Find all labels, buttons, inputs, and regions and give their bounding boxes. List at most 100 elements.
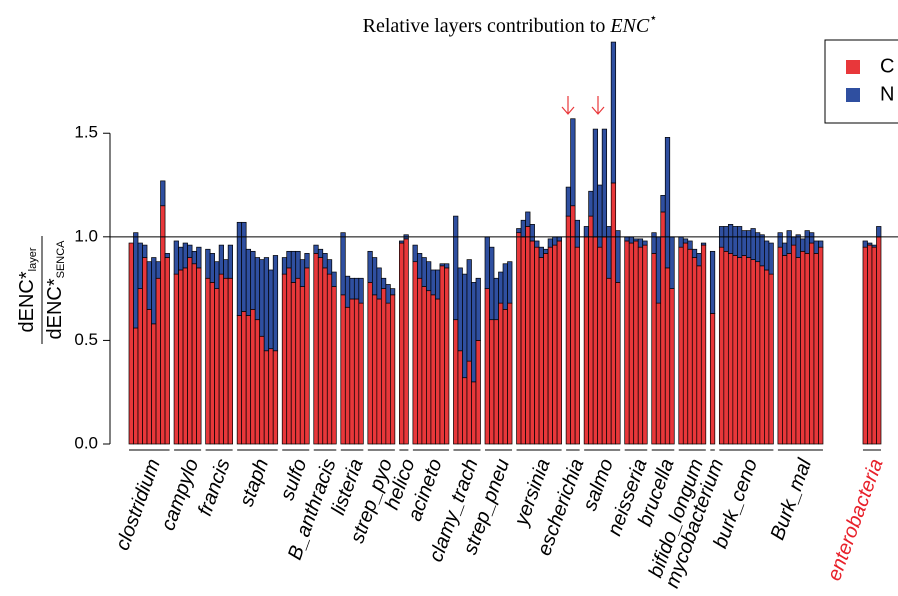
bar-segment [137, 288, 143, 445]
bar-segment [489, 319, 495, 445]
bar-segment [813, 240, 819, 254]
x-tick-label: staph [236, 456, 273, 510]
bar-segment [543, 253, 549, 445]
bar-segment [660, 211, 666, 445]
chart-title: Relative layers contribution to ENC⋆ [363, 10, 658, 37]
y-label-den-main: dENC* [44, 278, 66, 339]
bar-segment [727, 224, 734, 254]
bar-segment [353, 298, 360, 445]
bar-segment [795, 257, 801, 445]
bar-segment [272, 255, 279, 352]
bar-segment [732, 255, 738, 445]
bar-segment [466, 360, 472, 445]
bar-segment [128, 242, 134, 445]
bar-segment [700, 242, 707, 246]
bar-segment [475, 277, 481, 341]
bar-segment [142, 244, 148, 258]
bar-segment [786, 253, 792, 445]
bar-segment [755, 261, 761, 445]
bar-segment [624, 236, 630, 242]
bar-segment [538, 257, 544, 445]
bar-segment [259, 335, 265, 445]
bar-segment [462, 377, 468, 445]
y-label-num-main: dENC* [16, 271, 38, 332]
bar-segment [818, 246, 824, 445]
bar-segment [281, 273, 288, 445]
bar-segment [178, 269, 184, 445]
bar-segment [687, 240, 693, 250]
bar-segment [777, 246, 783, 445]
y-label-num-sub: layer [27, 247, 39, 271]
bar-segment [151, 257, 157, 325]
y-axis-label: dENC*layer dENC*SENCA [16, 236, 67, 344]
bar-segment [155, 277, 161, 445]
legend-label: N [880, 83, 894, 105]
bar-segment [367, 282, 373, 445]
bar-segment [304, 267, 310, 445]
bar-segment [142, 257, 148, 445]
bar-segment [529, 224, 535, 242]
bar-segment [691, 248, 698, 258]
bar-segment [818, 240, 824, 248]
bar-segment [669, 236, 675, 289]
bar-segment [800, 238, 806, 252]
bar-segment [182, 242, 188, 269]
bar-segment [430, 269, 436, 296]
bar-segment [628, 242, 635, 445]
bar-segment [435, 298, 441, 445]
bar-segment [628, 236, 635, 244]
bar-segment [340, 294, 346, 445]
bar-segment [651, 253, 657, 445]
bar-segment [709, 250, 716, 314]
bar-segment [651, 232, 657, 254]
bar-segment [862, 240, 868, 248]
bar-segment [682, 242, 689, 445]
bar-segment [160, 205, 166, 445]
x-tick-label: clostridium [112, 456, 165, 553]
bar-segment [597, 246, 603, 445]
bar-segment [534, 246, 540, 445]
legend-swatch [846, 60, 860, 74]
bar-segment [746, 230, 752, 258]
bar-segment [133, 232, 139, 329]
bar-segment [254, 319, 261, 445]
bar-segment [453, 319, 459, 445]
bar-segment [862, 246, 868, 445]
bar-segment [322, 253, 328, 269]
y-tick-label: 0.0 [74, 433, 98, 452]
bar-segment [272, 350, 279, 445]
bar-segment [741, 230, 747, 256]
bar-segment [299, 286, 306, 445]
bar-segment [782, 255, 788, 445]
bar-segment [637, 238, 644, 248]
bar-segment [750, 228, 756, 260]
bar-segment [606, 226, 612, 279]
bar-segment [660, 195, 666, 213]
bar-segment [196, 267, 202, 445]
bar-segment [737, 226, 743, 258]
bar-segment [624, 240, 630, 445]
bar-segment [534, 240, 540, 248]
bar-segment [227, 244, 233, 279]
bar-segment [543, 248, 549, 254]
bar-segment [723, 226, 729, 252]
bar-segment [462, 273, 468, 379]
bar-segment [791, 244, 797, 445]
bar-segment [349, 298, 355, 445]
bar-segment [187, 257, 193, 445]
bar-segment [709, 313, 716, 445]
bar-segment [741, 255, 747, 445]
bar-segment [565, 186, 571, 217]
bar-segment [146, 261, 152, 310]
legend-box [824, 39, 898, 124]
bar-segment [191, 263, 197, 445]
bar-segment [809, 242, 815, 445]
bar-segment [286, 267, 292, 445]
bar-segment [795, 234, 801, 258]
bar-segment [498, 271, 504, 304]
bar-segment [295, 277, 301, 445]
bar-segment [426, 290, 432, 445]
bar-segment [538, 246, 544, 258]
